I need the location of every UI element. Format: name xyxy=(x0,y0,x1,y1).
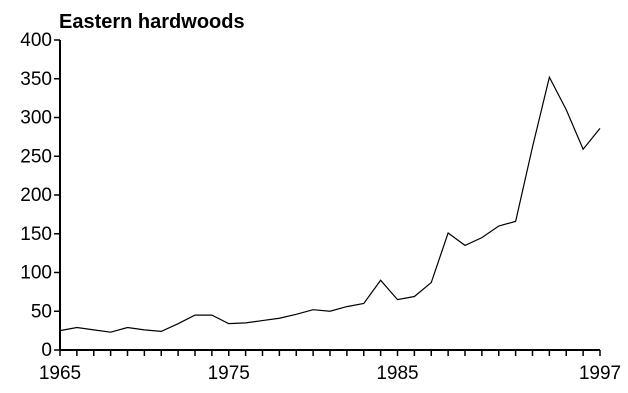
series-line xyxy=(59,75,601,333)
y-tick-label: 400 xyxy=(20,30,52,51)
y-tick-label: 0 xyxy=(41,340,52,361)
x-tick-label: 1997 xyxy=(579,363,621,384)
y-tick-label: 200 xyxy=(20,185,52,206)
x-tick-label: 1975 xyxy=(208,363,250,384)
y-tick-label: 100 xyxy=(20,263,52,284)
y-tick-label: 50 xyxy=(31,301,52,322)
x-tick-label: 1985 xyxy=(376,363,418,384)
plot-area: 0 50 100 150 200 250 300 350 400 1965 1975 1985 1997 xyxy=(20,30,621,384)
x-tick-label: 1965 xyxy=(39,363,81,384)
y-tick-label: 300 xyxy=(20,108,52,129)
chart-title: Eastern hardwoods xyxy=(59,11,245,33)
y-tick-label: 150 xyxy=(20,224,52,245)
y-tick-label: 250 xyxy=(20,146,52,167)
y-tick-label: 350 xyxy=(20,69,52,90)
